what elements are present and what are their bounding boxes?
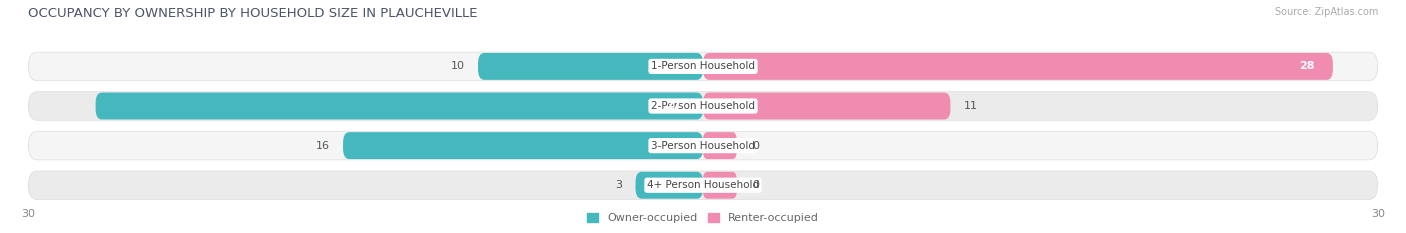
FancyBboxPatch shape bbox=[636, 172, 703, 199]
FancyBboxPatch shape bbox=[28, 171, 1378, 199]
FancyBboxPatch shape bbox=[96, 93, 703, 120]
Legend: Owner-occupied, Renter-occupied: Owner-occupied, Renter-occupied bbox=[582, 208, 824, 227]
FancyBboxPatch shape bbox=[703, 132, 737, 159]
Text: 27: 27 bbox=[665, 101, 681, 111]
Text: Source: ZipAtlas.com: Source: ZipAtlas.com bbox=[1274, 7, 1378, 17]
FancyBboxPatch shape bbox=[703, 53, 1333, 80]
FancyBboxPatch shape bbox=[703, 172, 737, 199]
FancyBboxPatch shape bbox=[703, 93, 950, 120]
Text: OCCUPANCY BY OWNERSHIP BY HOUSEHOLD SIZE IN PLAUCHEVILLE: OCCUPANCY BY OWNERSHIP BY HOUSEHOLD SIZE… bbox=[28, 7, 478, 20]
Text: 28: 28 bbox=[1299, 62, 1315, 71]
Text: 0: 0 bbox=[752, 141, 759, 151]
Text: 1-Person Household: 1-Person Household bbox=[651, 62, 755, 71]
Text: 0: 0 bbox=[752, 180, 759, 190]
Text: 4+ Person Household: 4+ Person Household bbox=[647, 180, 759, 190]
Text: 3-Person Household: 3-Person Household bbox=[651, 141, 755, 151]
FancyBboxPatch shape bbox=[28, 131, 1378, 160]
FancyBboxPatch shape bbox=[28, 52, 1378, 81]
FancyBboxPatch shape bbox=[343, 132, 703, 159]
FancyBboxPatch shape bbox=[478, 53, 703, 80]
FancyBboxPatch shape bbox=[28, 92, 1378, 120]
Text: 10: 10 bbox=[450, 62, 464, 71]
Text: 2-Person Household: 2-Person Household bbox=[651, 101, 755, 111]
Text: 11: 11 bbox=[965, 101, 979, 111]
Text: 3: 3 bbox=[614, 180, 621, 190]
Text: 16: 16 bbox=[315, 141, 329, 151]
